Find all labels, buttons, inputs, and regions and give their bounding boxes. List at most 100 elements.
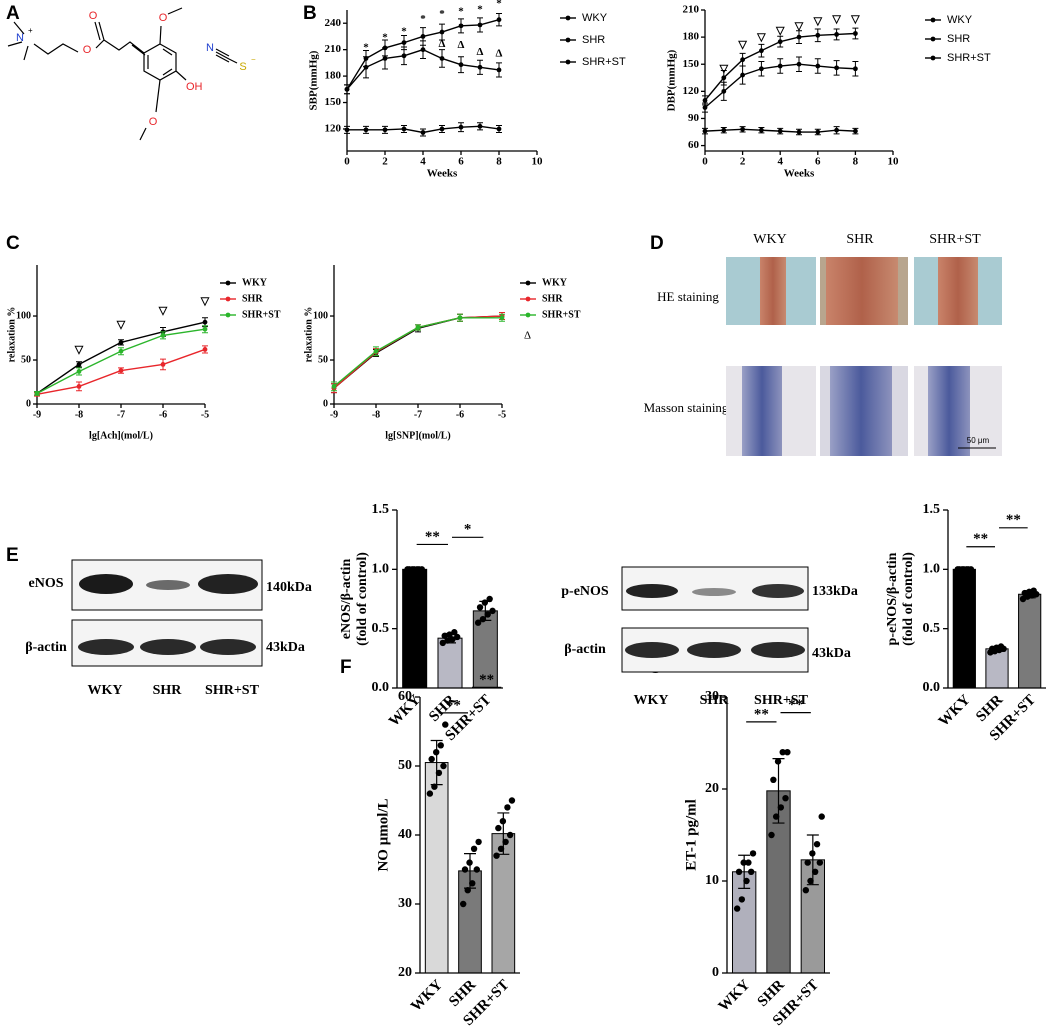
x-tick-label: 6 [458, 156, 464, 168]
y-tick-label: 40 [398, 827, 412, 842]
annotation: ▽ [756, 32, 766, 44]
atom: O [149, 116, 158, 128]
lane-label: SHR [153, 683, 183, 698]
data-point [782, 795, 789, 802]
lane-label: SHR+ST [205, 683, 260, 698]
data-point [779, 749, 786, 756]
legend-label: SHR [242, 293, 263, 304]
atom: N [206, 42, 214, 54]
atom: O [83, 44, 92, 56]
marker [76, 362, 82, 367]
x-axis-label: Weeks [784, 168, 815, 180]
panel-letter: A [6, 3, 20, 24]
data-point [446, 631, 453, 638]
marker [777, 63, 783, 69]
data-point [508, 797, 516, 804]
y-axis-label: relaxation % [6, 307, 17, 363]
blot-size: 140kDa [266, 580, 312, 595]
marker [721, 127, 727, 133]
blot: eNOS 140kDa β-actin 43kDa WKY SHR SHR+ST… [25, 559, 858, 708]
marker [796, 129, 802, 135]
x-tick-label: -7 [117, 409, 125, 420]
annotation: ▽ [794, 21, 804, 33]
significance-label: ** [479, 672, 494, 688]
marker [160, 332, 166, 338]
data-point [816, 859, 824, 866]
legend-label: WKY [582, 12, 608, 24]
y-tick-label: 180 [683, 31, 700, 43]
marker [759, 66, 764, 72]
y-tick-label: 0 [712, 965, 719, 980]
lane-label: WKY [88, 683, 123, 698]
histology: WKY SHR SHR+ST HE staining Masson staini… [644, 232, 1002, 456]
panel-letter: B [303, 3, 317, 24]
data-point [451, 629, 458, 636]
y-tick-label: 100 [16, 310, 31, 321]
marker [401, 40, 407, 46]
y-axis-label: (fold of control) [901, 552, 916, 646]
marker [796, 34, 802, 40]
data-point [441, 632, 448, 639]
y-tick-label: 1.5 [923, 502, 941, 517]
lane-label: WKY [634, 693, 669, 708]
band [146, 580, 190, 590]
data-point [431, 783, 438, 790]
marker [702, 105, 708, 111]
y-axis-label: p-eNOS/β-actin [885, 552, 900, 645]
marker [477, 123, 483, 129]
legend-marker [930, 36, 936, 42]
legend-marker [930, 17, 936, 23]
marker [420, 47, 426, 53]
annotation: * [439, 8, 445, 20]
x-tick-label: 0 [344, 156, 350, 168]
marker [702, 97, 708, 103]
x-tick-label: -6 [456, 409, 464, 420]
legend-marker [225, 296, 231, 302]
x-axis-label: Weeks [427, 168, 458, 180]
annotation: ▽ [74, 344, 84, 356]
data-point [770, 776, 777, 783]
marker [118, 348, 124, 354]
error-bar [806, 834, 819, 886]
marker [834, 127, 839, 133]
data-point [804, 859, 811, 866]
marker [477, 64, 483, 70]
x-tick-label: -8 [75, 409, 83, 420]
column-header: WKY [753, 232, 786, 247]
data-point [965, 566, 972, 573]
x-tick-label: -9 [330, 409, 338, 420]
marker [499, 315, 505, 321]
annotation: * [382, 32, 388, 44]
legend-label: SHR [542, 293, 563, 304]
blot-size: 43kDa [812, 646, 851, 661]
annotation: ▽ [719, 63, 729, 75]
band [687, 642, 741, 658]
y-tick-label: 210 [683, 4, 700, 16]
annotation: Δ [496, 48, 503, 60]
y-tick-label: 0.0 [372, 680, 390, 695]
data-point [502, 838, 509, 846]
y-tick-label: 100 [313, 310, 328, 321]
annotation: ▽ [200, 295, 210, 307]
data-point [444, 637, 451, 644]
data-point [479, 615, 487, 623]
marker [777, 128, 783, 134]
data-point [476, 604, 484, 611]
band [198, 574, 258, 594]
marker [815, 32, 821, 38]
marker [834, 65, 839, 71]
panel-letter: E [6, 545, 19, 566]
annotation: * [363, 41, 369, 53]
annotation: * [420, 13, 426, 25]
data-point [733, 905, 741, 912]
annotation: Δ [458, 39, 465, 51]
annotation: * [401, 26, 407, 38]
marker [160, 362, 166, 367]
atom: O [159, 12, 168, 24]
legend-label: SHR+ST [582, 56, 626, 68]
blot-label: β-actin [25, 640, 67, 655]
marker [202, 347, 208, 352]
marker [401, 126, 407, 132]
data-point [437, 742, 444, 749]
marker [118, 368, 124, 373]
